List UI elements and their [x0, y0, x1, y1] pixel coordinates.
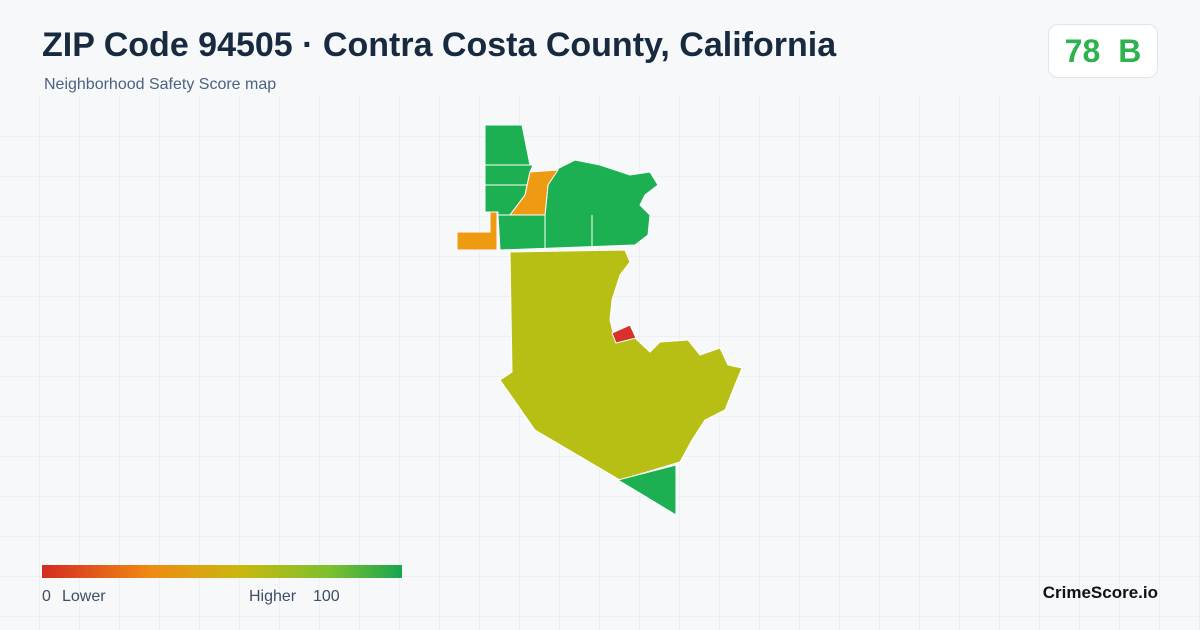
region	[611, 324, 637, 344]
legend-max-label: Higher	[249, 588, 297, 605]
region	[484, 124, 531, 166]
legend-gradient	[42, 565, 402, 578]
region	[456, 211, 498, 251]
region	[485, 184, 593, 248]
legend-max: 100	[313, 588, 340, 605]
region	[509, 169, 559, 216]
score-badge: 78 B	[1048, 24, 1158, 78]
brand: CrimeScore.io	[1042, 583, 1158, 602]
score-grade: B	[1118, 32, 1142, 69]
subtitle: Neighborhood Safety Score map	[44, 76, 277, 93]
score-value: 78	[1064, 32, 1101, 69]
zip-regions	[456, 124, 743, 516]
title: ZIP Code 94505 · Contra Costa County, Ca…	[42, 26, 837, 64]
legend-min: 0	[42, 588, 51, 605]
legend-min-label: Lower	[62, 588, 106, 605]
region	[616, 464, 677, 516]
